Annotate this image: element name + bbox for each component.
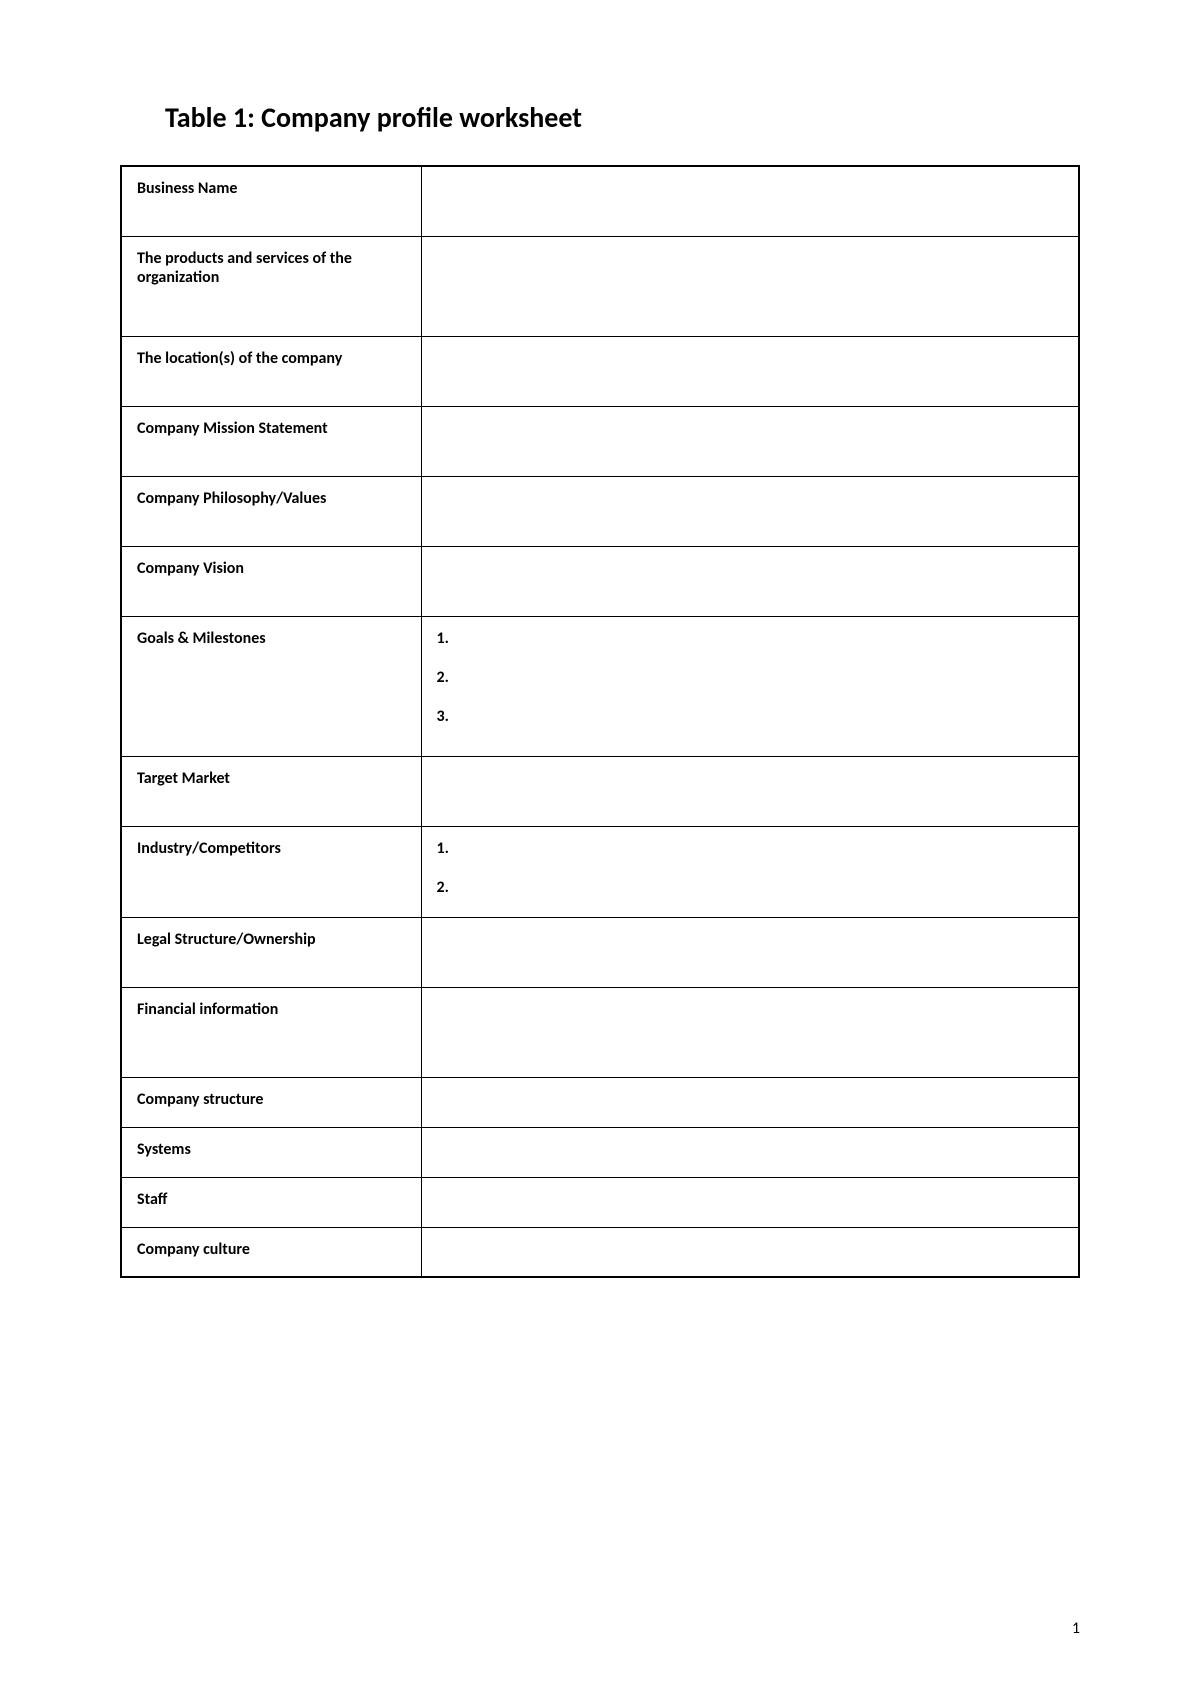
row-label: Company culture xyxy=(121,1227,421,1277)
worksheet-table: Business Name The products and services … xyxy=(120,165,1080,1278)
row-label: Company Mission Statement xyxy=(121,406,421,476)
row-label: The products and services of the organiz… xyxy=(121,236,421,336)
row-value xyxy=(421,756,1079,826)
list-item: 1. xyxy=(437,839,1064,858)
row-label: Business Name xyxy=(121,166,421,236)
table-row: Company structure xyxy=(121,1077,1079,1127)
list-item: 1. xyxy=(437,629,1064,648)
row-value xyxy=(421,236,1079,336)
row-value xyxy=(421,1077,1079,1127)
row-value xyxy=(421,987,1079,1077)
row-label: Company Philosophy/Values xyxy=(121,476,421,546)
row-value xyxy=(421,476,1079,546)
table-row: Financial information xyxy=(121,987,1079,1077)
row-label: Systems xyxy=(121,1127,421,1177)
row-value xyxy=(421,336,1079,406)
row-label: Financial information xyxy=(121,987,421,1077)
row-value: 1. 2. xyxy=(421,826,1079,917)
row-value xyxy=(421,1177,1079,1227)
table-row: Company Vision xyxy=(121,546,1079,616)
row-value xyxy=(421,1227,1079,1277)
table-row: Legal Structure/Ownership xyxy=(121,917,1079,987)
row-value xyxy=(421,917,1079,987)
page-number: 1 xyxy=(1072,1619,1080,1638)
row-label: Legal Structure/Ownership xyxy=(121,917,421,987)
row-label: The location(s) of the company xyxy=(121,336,421,406)
table-row: Company culture xyxy=(121,1227,1079,1277)
row-label: Goals & Milestones xyxy=(121,616,421,756)
row-value: 1. 2. 3. xyxy=(421,616,1079,756)
row-value xyxy=(421,166,1079,236)
table-row: Systems xyxy=(121,1127,1079,1177)
row-label: Company structure xyxy=(121,1077,421,1127)
table-row: Target Market xyxy=(121,756,1079,826)
table-row: Goals & Milestones 1. 2. 3. xyxy=(121,616,1079,756)
table-row: The products and services of the organiz… xyxy=(121,236,1079,336)
row-value xyxy=(421,1127,1079,1177)
row-label: Staff xyxy=(121,1177,421,1227)
row-value xyxy=(421,546,1079,616)
list-item: 2. xyxy=(437,878,1064,897)
row-label: Industry/Competitors xyxy=(121,826,421,917)
table-row: Business Name xyxy=(121,166,1079,236)
page-title: Table 1: Company profile worksheet xyxy=(165,100,1080,135)
table-row: Company Mission Statement xyxy=(121,406,1079,476)
list-item: 3. xyxy=(437,707,1064,726)
row-label: Target Market xyxy=(121,756,421,826)
list-item: 2. xyxy=(437,668,1064,687)
row-value xyxy=(421,406,1079,476)
row-label: Company Vision xyxy=(121,546,421,616)
table-row: The location(s) of the company xyxy=(121,336,1079,406)
table-row: Staff xyxy=(121,1177,1079,1227)
table-row: Company Philosophy/Values xyxy=(121,476,1079,546)
table-row: Industry/Competitors 1. 2. xyxy=(121,826,1079,917)
